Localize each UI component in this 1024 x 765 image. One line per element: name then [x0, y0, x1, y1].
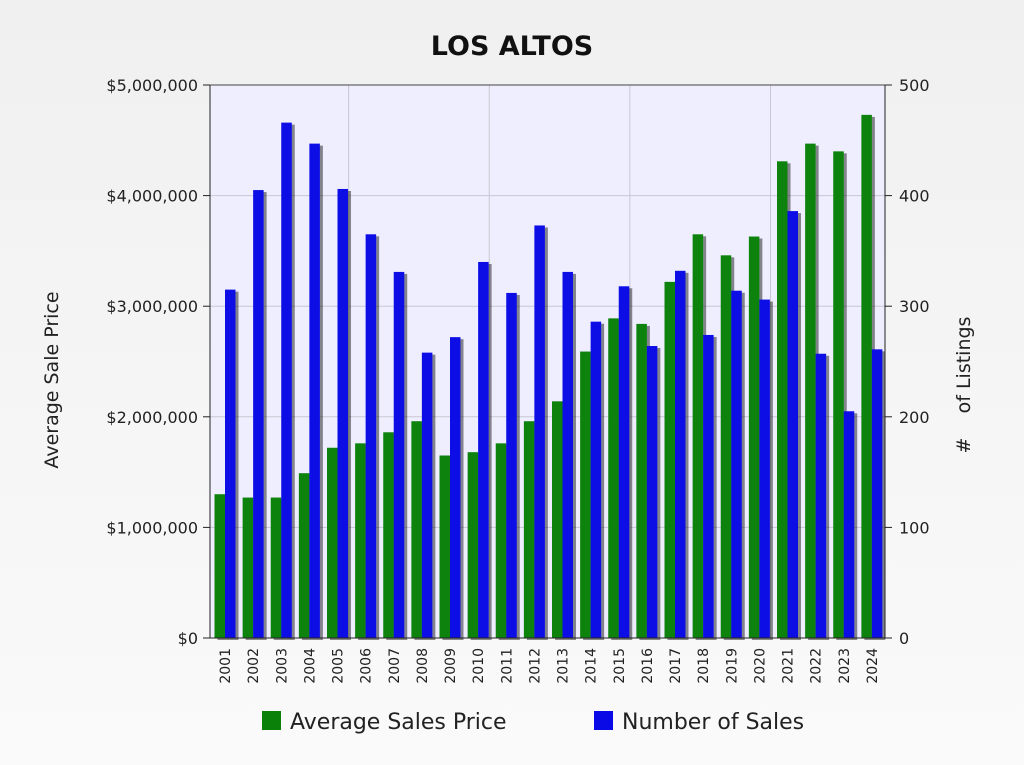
x-tick-label: 2020 [752, 648, 768, 684]
bar-average-sales-price [777, 161, 788, 638]
x-tick-label: 2018 [696, 648, 712, 684]
bar-average-sales-price [608, 318, 619, 638]
y-tick-label-right: 100 [899, 518, 930, 537]
bar-average-sales-price [720, 255, 732, 638]
bar-average-sales-price [523, 421, 535, 638]
bar-number-of-sales [843, 411, 855, 638]
y-axis-label-right: # of Listings [953, 317, 975, 454]
plot-area [210, 85, 885, 638]
bar-number-of-sales [534, 225, 545, 638]
bar-number-of-sales [759, 299, 770, 638]
bar-average-sales-price [270, 497, 282, 638]
legend-label: Average Sales Price [290, 710, 507, 735]
x-tick-label: 2019 [724, 648, 740, 684]
bar-number-of-sales [478, 261, 489, 638]
bar-average-sales-price [242, 497, 254, 638]
y-tick-label-right: 0 [899, 629, 909, 648]
bar-number-of-sales [703, 334, 714, 638]
x-tick-label: 2017 [668, 648, 684, 684]
bar-average-sales-price [833, 151, 844, 639]
bar-number-of-sales [815, 353, 827, 638]
bar-number-of-sales [365, 234, 377, 638]
bar-number-of-sales [421, 352, 433, 638]
legend-swatch [262, 711, 281, 730]
bar-number-of-sales [393, 271, 405, 638]
bar-number-of-sales [281, 122, 292, 638]
bar-average-sales-price [664, 281, 675, 638]
x-tick-label: 2023 [837, 648, 853, 684]
x-tick-label: 2022 [809, 648, 825, 684]
x-tick-label: 2014 [584, 648, 600, 684]
bar-number-of-sales [309, 143, 320, 639]
bar-average-sales-price [805, 143, 816, 639]
x-tick-label: 2004 [302, 648, 318, 684]
x-tick-label: 2006 [359, 648, 375, 684]
x-tick-label: 2011 [499, 648, 515, 684]
bar-average-sales-price [355, 443, 366, 638]
bar-number-of-sales [253, 190, 264, 638]
bar-number-of-sales [787, 211, 798, 639]
x-tick-label: 2024 [865, 648, 881, 684]
x-tick-label: 2009 [443, 648, 459, 684]
bar-average-sales-price [439, 455, 450, 638]
bar-average-sales-price [636, 323, 647, 638]
y-axis-label-left: Average Sale Price [41, 291, 63, 468]
y-tick-label-left: $4,000,000 [106, 187, 198, 206]
bar-number-of-sales [450, 337, 461, 638]
bar-average-sales-price [298, 473, 310, 638]
bar-average-sales-price [327, 447, 338, 638]
bar-average-sales-price [748, 236, 760, 638]
x-tick-label: 2010 [471, 648, 487, 684]
bar-number-of-sales [590, 321, 602, 638]
x-tick-label: 2002 [246, 648, 262, 684]
bar-average-sales-price [580, 351, 591, 638]
bar-number-of-sales [675, 270, 686, 638]
bar-average-sales-price [552, 401, 563, 638]
bar-average-sales-price [692, 234, 704, 638]
x-tick-label: 2005 [331, 648, 347, 684]
x-tick-label: 2008 [415, 648, 431, 684]
bar-average-sales-price [383, 432, 394, 638]
bar-number-of-sales [337, 188, 348, 639]
bar-number-of-sales [646, 346, 658, 638]
x-tick-label: 2016 [640, 648, 656, 684]
x-tick-label: 2013 [556, 648, 572, 684]
legend-label: Number of Sales [622, 710, 804, 735]
bar-number-of-sales [731, 290, 742, 638]
x-tick-label: 2021 [781, 648, 797, 684]
bar-number-of-sales [618, 286, 630, 638]
bar-number-of-sales [225, 289, 236, 638]
bar-average-sales-price [214, 494, 225, 638]
y-tick-label-left: $5,000,000 [106, 76, 198, 95]
bar-number-of-sales [871, 349, 883, 638]
bar-average-sales-price [467, 452, 479, 638]
bar-average-sales-price [861, 114, 872, 638]
x-tick-label: 2001 [218, 648, 234, 684]
x-tick-label: 2007 [387, 648, 403, 684]
chart-title: LOS ALTOS [431, 31, 594, 62]
bar-average-sales-price [411, 421, 422, 638]
y-tick-label-left: $0 [178, 629, 198, 648]
y-tick-label-right: 200 [899, 408, 930, 427]
y-tick-label-right: 400 [899, 187, 930, 206]
legend-swatch [594, 711, 613, 730]
y-tick-label-left: $2,000,000 [106, 408, 198, 427]
y-tick-label-right: 300 [899, 297, 930, 316]
y-tick-label-left: $1,000,000 [106, 518, 198, 537]
y-tick-label-left: $3,000,000 [106, 297, 198, 316]
x-tick-label: 2012 [527, 648, 543, 684]
bar-number-of-sales [506, 292, 517, 638]
x-tick-label: 2003 [274, 648, 290, 684]
bar-average-sales-price [495, 443, 507, 638]
bar-number-of-sales [562, 271, 573, 638]
x-tick-label: 2015 [612, 648, 628, 684]
y-tick-label-right: 500 [899, 76, 930, 95]
